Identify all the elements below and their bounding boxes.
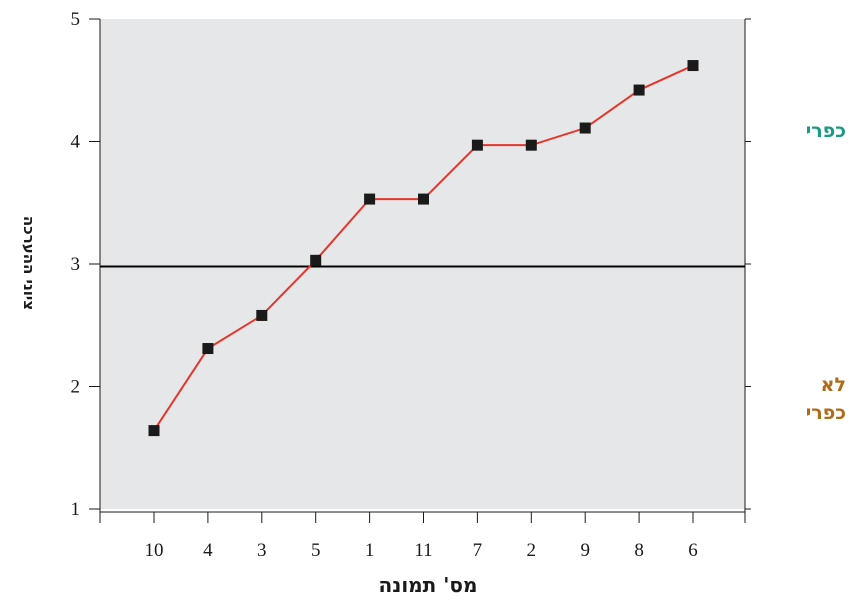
x-axis-ticks: 10 4 3 5 1 11 7 2 9 8 6 <box>99 512 746 561</box>
x-tick-label: 10 <box>145 540 164 561</box>
data-point <box>364 193 376 205</box>
data-point <box>418 193 429 205</box>
not-rural-label: לא כפרי <box>760 371 846 427</box>
data-point <box>471 139 483 151</box>
x-tick-label: 4 <box>203 540 213 561</box>
data-point <box>310 254 322 266</box>
data-point <box>579 122 591 134</box>
x-tick-label: 8 <box>634 540 644 561</box>
y-tick-label: 3 <box>71 254 81 275</box>
x-axis-title: מס' תמונה <box>379 573 478 597</box>
data-markers <box>148 60 699 437</box>
y-axis-title: ציוני ההערכה <box>20 216 38 310</box>
x-tick-label: 1 <box>365 540 375 561</box>
x-tick-label: 7 <box>473 540 483 561</box>
data-point <box>148 425 160 437</box>
y-axis-ticks: 1 2 3 4 5 <box>71 9 751 520</box>
y-tick-label: 4 <box>71 132 81 153</box>
data-point <box>256 309 268 321</box>
data-point <box>525 139 537 151</box>
y-tick-label: 2 <box>71 377 81 398</box>
not-rural-line2: כפרי <box>805 402 846 424</box>
plot-area <box>100 19 745 509</box>
y-tick-label: 1 <box>71 499 81 520</box>
rural-label: כפרי <box>805 120 846 142</box>
data-point <box>633 84 645 96</box>
y-tick-label: 5 <box>71 9 81 30</box>
x-tick-label: 2 <box>527 540 537 561</box>
x-tick-label: 9 <box>580 540 590 561</box>
x-tick-label: 11 <box>414 540 432 561</box>
x-tick-label: 3 <box>257 540 267 561</box>
x-tick-label: 5 <box>311 540 321 561</box>
not-rural-line1: לא <box>820 374 846 396</box>
data-point <box>687 60 699 72</box>
data-point <box>202 343 214 355</box>
x-tick-label: 6 <box>688 540 698 561</box>
